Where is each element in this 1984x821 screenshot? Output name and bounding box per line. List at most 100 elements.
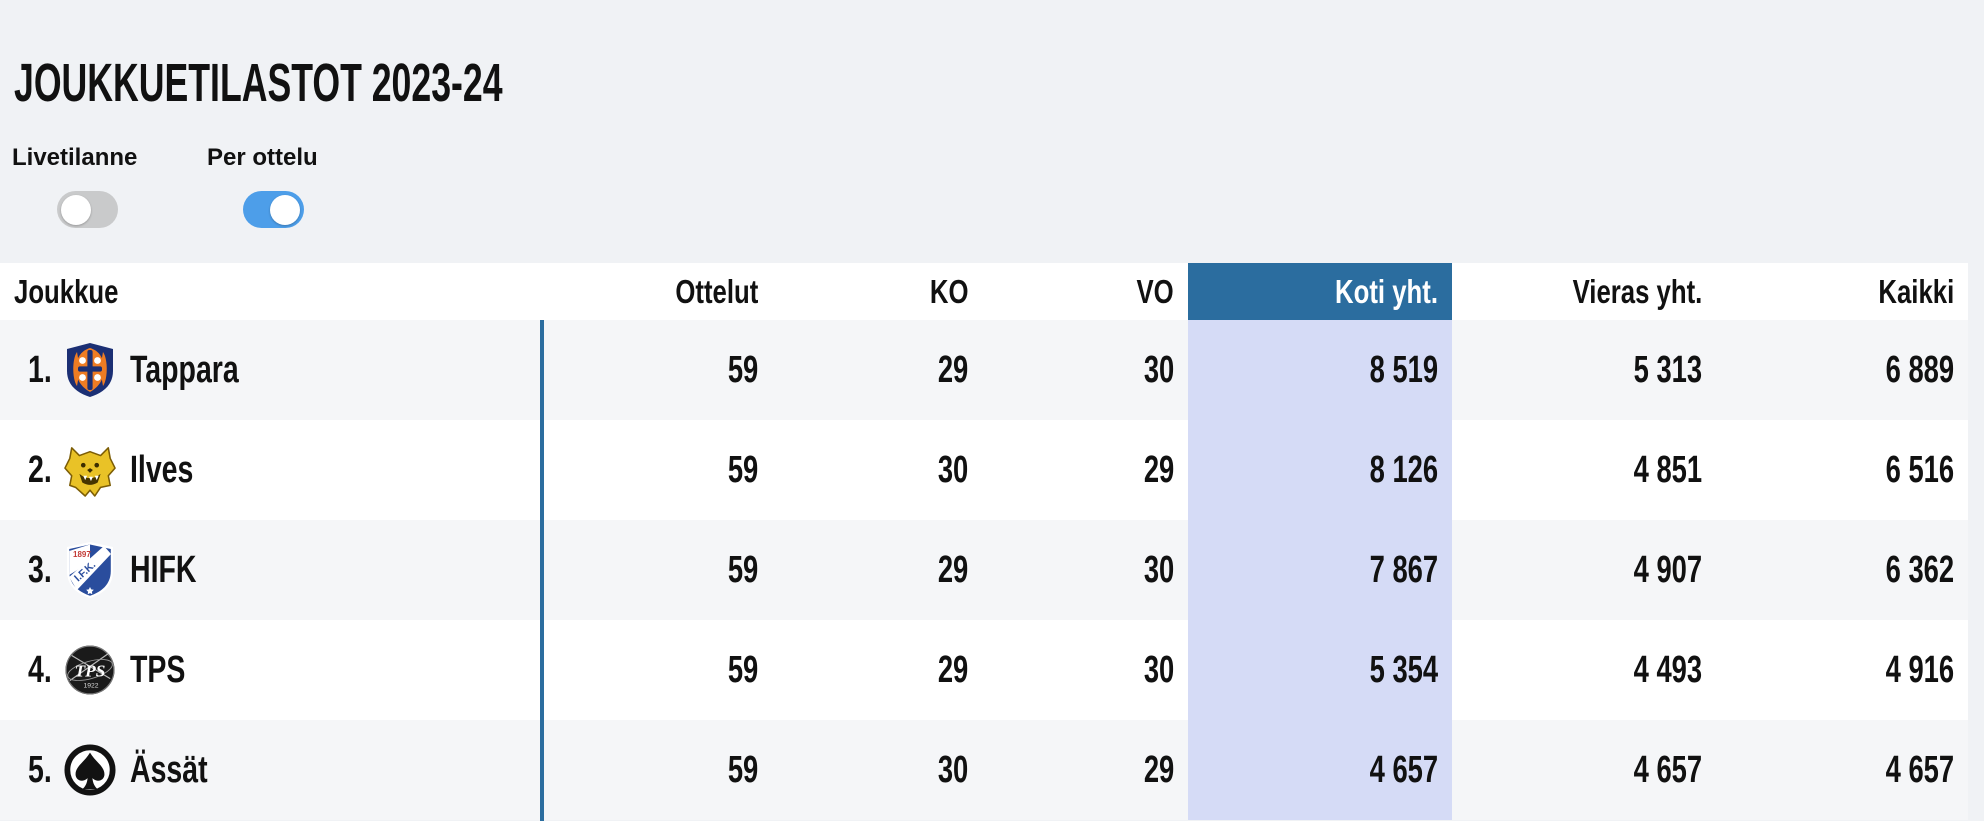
- column-divider-line: [540, 320, 544, 821]
- vieras-yht-value: 4 657: [1633, 748, 1702, 791]
- vieras-yht-value: 4 851: [1633, 448, 1702, 491]
- ko-value: 30: [937, 748, 968, 791]
- koti-yht-value: 4 657: [1369, 748, 1438, 791]
- ottelut-value: 59: [727, 448, 758, 491]
- tps-logo: TPS 1922: [64, 641, 116, 699]
- table-header-row: Joukkue Ottelut KO VO Koti yht. Vieras yht. Ka…: [0, 263, 1968, 320]
- toggle-knob: [270, 194, 300, 225]
- vieras-yht-value: 4 493: [1633, 648, 1702, 691]
- rank-label: 5.: [28, 748, 52, 791]
- team-name-link[interactable]: Tappara: [130, 348, 239, 391]
- vieras-yht-cell: 5 313: [1452, 320, 1716, 420]
- ottelut-cell: 59: [540, 320, 772, 420]
- team-name-link[interactable]: TPS: [130, 648, 186, 691]
- kaikki-cell: 6 516: [1716, 420, 1968, 520]
- kaikki-cell: 6 889: [1716, 320, 1968, 420]
- ottelut-value: 59: [727, 348, 758, 391]
- team-cell[interactable]: 4. TPS 1922 TPS: [0, 620, 540, 720]
- per-ottelu-label: Per ottelu: [207, 144, 318, 171]
- page-title: JOUKKUETILASTOT 2023-24: [14, 53, 503, 113]
- column-header-ko[interactable]: KO: [929, 272, 968, 310]
- team-name-link[interactable]: Ässät: [130, 748, 208, 791]
- svg-text:1922: 1922: [83, 682, 98, 689]
- svg-text:1897: 1897: [73, 550, 91, 559]
- koti-yht-cell: 5 354: [1188, 620, 1452, 720]
- table-row: 3. 1897 I.F.K. HIFK 59 29 30 7 867 4 907 …: [0, 520, 1968, 620]
- ko-value: 29: [937, 548, 968, 591]
- vieras-yht-cell: 4 657: [1452, 720, 1716, 820]
- vieras-yht-cell: 4 907: [1452, 520, 1716, 620]
- ko-value: 29: [937, 348, 968, 391]
- column-header-kaikki[interactable]: Kaikki: [1878, 272, 1954, 310]
- vieras-yht-value: 4 907: [1633, 548, 1702, 591]
- team-cell[interactable]: 3. 1897 I.F.K. HIFK: [0, 520, 540, 620]
- koti-yht-value: 5 354: [1369, 648, 1438, 691]
- rank-label: 2.: [28, 448, 52, 491]
- kaikki-cell: 4 916: [1716, 620, 1968, 720]
- team-cell[interactable]: 2. Ilves: [0, 420, 540, 520]
- column-header-koti-yht[interactable]: Koti yht.: [1188, 263, 1452, 320]
- kaikki-value: 6 889: [1885, 348, 1954, 391]
- koti-yht-cell: 8 519: [1188, 320, 1452, 420]
- kaikki-value: 4 916: [1885, 648, 1954, 691]
- ko-value: 29: [937, 648, 968, 691]
- column-header-ottelut[interactable]: Ottelut: [675, 272, 758, 310]
- table-body: 1. Tappara 59 29 30 8 519 5 313 6 889 2.…: [0, 320, 1968, 820]
- vo-value: 30: [1143, 648, 1174, 691]
- column-header-vieras-yht[interactable]: Vieras yht.: [1572, 272, 1702, 310]
- toggle-knob: [61, 194, 91, 225]
- koti-yht-value: 7 867: [1369, 548, 1438, 591]
- column-header-joukkue[interactable]: Joukkue: [14, 272, 119, 310]
- vieras-yht-cell: 4 851: [1452, 420, 1716, 520]
- assat-logo: [64, 741, 116, 799]
- column-header-vo[interactable]: VO: [1136, 272, 1174, 310]
- table-row: 1. Tappara 59 29 30 8 519 5 313 6 889: [0, 320, 1968, 420]
- ottelut-value: 59: [727, 748, 758, 791]
- koti-yht-cell: 7 867: [1188, 520, 1452, 620]
- team-cell[interactable]: 1. Tappara: [0, 320, 540, 420]
- vo-cell: 30: [982, 520, 1188, 620]
- livetilanne-toggle[interactable]: [57, 191, 118, 228]
- rank-label: 3.: [28, 548, 52, 591]
- team-name-link[interactable]: HIFK: [130, 548, 197, 591]
- ottelut-cell: 59: [540, 720, 772, 820]
- ottelut-cell: 59: [540, 620, 772, 720]
- tappara-logo: [64, 341, 116, 399]
- vieras-yht-value: 5 313: [1633, 348, 1702, 391]
- ottelut-cell: 59: [540, 420, 772, 520]
- ko-cell: 30: [772, 720, 982, 820]
- koti-yht-cell: 8 126: [1188, 420, 1452, 520]
- ko-cell: 30: [772, 420, 982, 520]
- rank-label: 1.: [28, 348, 52, 391]
- vo-value: 30: [1143, 348, 1174, 391]
- koti-yht-value: 8 126: [1369, 448, 1438, 491]
- ko-cell: 29: [772, 320, 982, 420]
- kaikki-cell: 6 362: [1716, 520, 1968, 620]
- ottelut-cell: 59: [540, 520, 772, 620]
- kaikki-value: 4 657: [1885, 748, 1954, 791]
- vo-value: 30: [1143, 548, 1174, 591]
- svg-text:TPS: TPS: [75, 661, 106, 680]
- kaikki-cell: 4 657: [1716, 720, 1968, 820]
- ko-cell: 29: [772, 520, 982, 620]
- team-stats-table: Joukkue Ottelut KO VO Koti yht. Vieras yht. Ka…: [0, 263, 1968, 821]
- per-ottelu-toggle[interactable]: [243, 191, 304, 228]
- vo-value: 29: [1143, 448, 1174, 491]
- koti-yht-value: 8 519: [1369, 348, 1438, 391]
- ottelut-value: 59: [727, 648, 758, 691]
- kaikki-value: 6 516: [1885, 448, 1954, 491]
- ottelut-value: 59: [727, 548, 758, 591]
- hifk-logo: 1897 I.F.K.: [64, 541, 116, 599]
- team-name-link[interactable]: Ilves: [130, 448, 194, 491]
- livetilanne-label: Livetilanne: [12, 144, 138, 171]
- ilves-logo: [64, 441, 116, 499]
- table-row: 5. Ässät 59 30 29 4 657 4 657 4 657: [0, 720, 1968, 820]
- koti-yht-cell: 4 657: [1188, 720, 1452, 820]
- team-cell[interactable]: 5. Ässät: [0, 720, 540, 820]
- vo-cell: 30: [982, 620, 1188, 720]
- kaikki-value: 6 362: [1885, 548, 1954, 591]
- vo-cell: 29: [982, 420, 1188, 520]
- vo-value: 29: [1143, 748, 1174, 791]
- ko-cell: 29: [772, 620, 982, 720]
- ko-value: 30: [937, 448, 968, 491]
